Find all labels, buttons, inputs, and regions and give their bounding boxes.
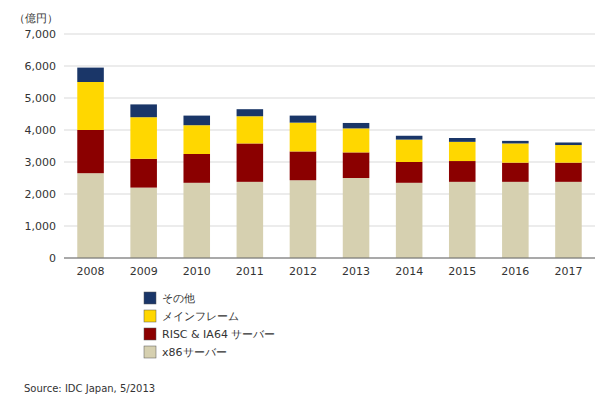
bar-segment xyxy=(449,142,476,161)
bar-segment xyxy=(237,143,264,181)
legend-label: メインフレーム xyxy=(162,310,239,323)
bar-segment xyxy=(396,162,423,183)
bar-segment xyxy=(290,180,317,258)
legend-swatch xyxy=(144,328,156,340)
bar-segment xyxy=(449,182,476,258)
bar-segment xyxy=(396,140,423,162)
grid-line xyxy=(64,98,595,99)
bar-segment xyxy=(130,104,157,117)
bar-segment xyxy=(130,159,157,188)
bar-segment xyxy=(130,117,157,159)
bar-segment xyxy=(237,116,264,143)
bar-segment xyxy=(449,161,476,182)
bar-segment xyxy=(290,116,317,123)
y-tick-label: 4,000 xyxy=(25,124,57,137)
bar-segment xyxy=(396,183,423,258)
legend-swatch xyxy=(144,346,156,358)
x-tick-label: 2008 xyxy=(77,265,105,278)
bar-segment xyxy=(77,68,104,82)
bar-segment xyxy=(502,182,529,258)
source-note: Source: IDC Japan, 5/2013 xyxy=(24,383,155,394)
y-tick-label: 2,000 xyxy=(25,188,57,201)
bar-segment xyxy=(77,130,104,173)
x-tick-label: 2016 xyxy=(501,265,529,278)
bar-segment xyxy=(77,82,104,130)
x-tick-label: 2015 xyxy=(448,265,476,278)
x-tick-label: 2013 xyxy=(342,265,370,278)
y-tick-label: 3,000 xyxy=(25,156,57,169)
legend-label: RISC & IA64 サーバー xyxy=(162,328,275,341)
x-tick-label: 2014 xyxy=(395,265,423,278)
bar-segment xyxy=(502,163,529,182)
bar-segment xyxy=(183,125,210,154)
bar-segment xyxy=(290,151,317,180)
bars xyxy=(77,68,581,258)
grid-line xyxy=(64,258,595,259)
bar-segment xyxy=(130,188,157,258)
bar-segment xyxy=(555,145,582,163)
bar-segment xyxy=(449,138,476,142)
legend-label: その他 xyxy=(162,292,195,305)
bar-segment xyxy=(502,143,529,162)
bar-segment xyxy=(555,163,582,182)
bar-segment xyxy=(555,182,582,258)
legend: その他メインフレーム RISC & IA64 サーバー x86サーバー xyxy=(144,292,275,359)
bar-segment xyxy=(343,152,370,178)
bar-segment xyxy=(183,154,210,183)
y-axis: 0 1,000 2,000 3,000 4,000 5,000 6,000 7,000 xyxy=(25,28,57,265)
x-tick-label: 2009 xyxy=(130,265,158,278)
legend-swatch xyxy=(144,310,156,322)
chart: 0 1,000 2,000 3,000 4,000 5,000 6,000 7,000 （億円）… xyxy=(0,0,610,400)
bar-segment xyxy=(396,136,423,140)
bar-segment xyxy=(343,123,370,128)
bar-segment xyxy=(183,183,210,258)
bar-segment xyxy=(343,178,370,258)
y-tick-label: 7,000 xyxy=(25,28,57,41)
bar-segment xyxy=(555,142,582,145)
grid-line xyxy=(64,66,595,67)
x-tick-label: 2010 xyxy=(183,265,211,278)
bar-segment xyxy=(290,123,317,152)
x-tick-label: 2017 xyxy=(554,265,582,278)
x-tick-label: 2012 xyxy=(289,265,317,278)
bar-segment xyxy=(77,173,104,258)
bar-segment xyxy=(237,109,264,116)
y-tick-label: 0 xyxy=(49,252,56,265)
legend-label: x86サーバー xyxy=(162,346,227,359)
bar-segment xyxy=(502,141,529,144)
grid-line xyxy=(64,34,595,35)
x-axis: 2008 2009 2010 2011 2012 2013 2014 2015 2016 2017 xyxy=(77,265,583,278)
y-axis-label: （億円） xyxy=(14,12,58,25)
x-axis-line xyxy=(64,258,595,259)
legend-swatch xyxy=(144,292,156,304)
bar-segment xyxy=(237,182,264,258)
y-tick-label: 5,000 xyxy=(25,92,57,105)
bar-segment xyxy=(183,116,210,126)
y-tick-label: 1,000 xyxy=(25,220,57,233)
grid xyxy=(64,34,595,258)
bar-segment xyxy=(343,128,370,152)
x-tick-label: 2011 xyxy=(236,265,264,278)
y-tick-label: 6,000 xyxy=(25,60,57,73)
